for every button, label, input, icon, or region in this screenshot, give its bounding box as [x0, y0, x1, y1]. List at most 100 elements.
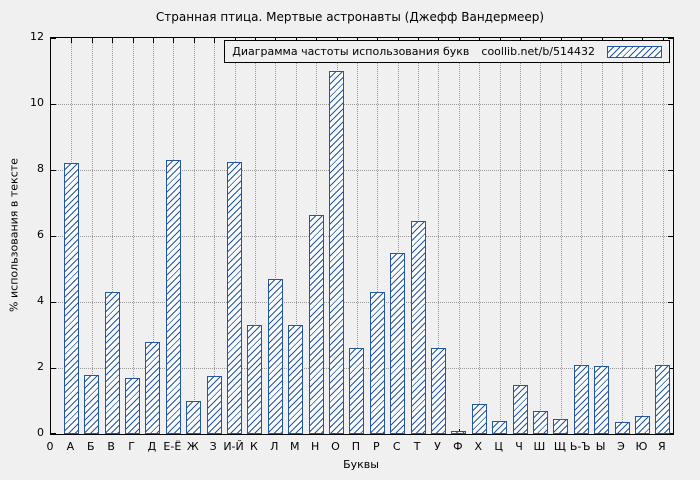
bar-Ш: [532, 410, 548, 434]
bar-П: [349, 348, 365, 434]
y-tick-mark: [51, 104, 56, 105]
bar-Ф: [451, 430, 467, 434]
y-tick-label: 6: [37, 228, 44, 241]
bar-И-Й: [227, 161, 243, 434]
bar-Я: [655, 364, 671, 434]
y-tick-mark: [668, 104, 673, 105]
v-gridline: [560, 38, 562, 434]
v-gridline: [356, 38, 358, 434]
bar-Д: [145, 341, 161, 434]
bar-Щ: [553, 419, 569, 434]
x-tick-label: Д: [147, 440, 157, 453]
y-tick-mark: [51, 236, 56, 237]
v-gridline: [438, 38, 440, 434]
v-gridline: [520, 38, 522, 434]
x-tick-label: П: [351, 440, 361, 453]
v-gridline: [254, 38, 256, 434]
h-gridline: [51, 302, 673, 303]
x-tick-mark: [193, 38, 195, 43]
bar-А: [63, 163, 79, 434]
x-tick-label: А: [66, 440, 75, 453]
v-gridline: [193, 38, 195, 434]
v-gridline: [377, 38, 379, 434]
x-tick-label: Р: [372, 440, 380, 453]
x-tick-label: Т: [413, 440, 421, 453]
bar-М: [288, 325, 304, 434]
v-gridline: [275, 38, 277, 434]
x-tick-label: С: [392, 440, 401, 453]
y-tick-mark: [51, 433, 56, 434]
x-tick-label: В: [107, 440, 115, 453]
y-tick-mark: [51, 368, 56, 369]
x-tick-mark: [152, 38, 154, 43]
bar-З: [206, 376, 222, 434]
v-gridline: [642, 38, 644, 434]
bar-В: [104, 292, 120, 434]
chart-title: Странная птица. Мертвые астронавты (Джеф…: [155, 10, 545, 24]
bar-Б: [84, 374, 100, 434]
v-gridline: [622, 38, 624, 434]
v-gridline: [152, 38, 154, 434]
x-tick-label: Ч: [515, 440, 523, 453]
x-axis-label: Буквы: [343, 458, 379, 471]
bar-Э: [614, 422, 630, 434]
v-gridline: [295, 38, 297, 434]
h-gridline: [51, 104, 673, 105]
bar-Ю: [634, 415, 650, 434]
bar-Р: [369, 292, 385, 434]
y-tick-label: 0: [37, 426, 44, 439]
bar-У: [430, 348, 446, 434]
y-tick-mark: [668, 236, 673, 237]
bar-Ь-Ъ: [573, 364, 589, 434]
x-tick-label: О: [331, 440, 340, 453]
bar-Н: [308, 214, 324, 434]
x-tick-label: У: [434, 440, 441, 453]
y-tick-mark: [668, 302, 673, 303]
bar-О: [329, 71, 344, 434]
x-tick-label: Щ: [553, 440, 566, 453]
v-gridline: [540, 38, 542, 434]
bar-Е-Ё: [165, 160, 181, 434]
legend-source: coollib.net/b/514432: [481, 45, 595, 58]
legend: Диаграмма частоты использования букв coo…: [224, 40, 670, 63]
x-tick-mark: [214, 38, 216, 43]
x-tick-mark: [132, 38, 134, 43]
x-tick-label: К: [250, 440, 258, 453]
bar-Х: [471, 404, 487, 434]
bar-Ы: [594, 366, 610, 434]
h-gridline: [51, 170, 673, 171]
x-tick-label: Ц: [494, 440, 503, 453]
x-tick-label: Ь-Ъ: [569, 440, 591, 453]
plot-area: Диаграмма частоты использования букв coo…: [50, 37, 674, 435]
bar-Ц: [492, 420, 508, 434]
x-tick-mark: [112, 38, 114, 43]
y-tick-mark: [51, 170, 56, 171]
y-tick-mark: [51, 302, 56, 303]
x-tick-label: 0: [46, 440, 54, 453]
x-tick-label: Г: [128, 440, 135, 453]
y-tick-label: 8: [37, 162, 44, 175]
h-gridline: [51, 236, 673, 237]
y-tick-mark: [51, 38, 56, 39]
v-gridline: [214, 38, 216, 434]
bars-group: [51, 38, 673, 434]
y-tick-mark: [668, 170, 673, 171]
v-gridline: [458, 38, 460, 434]
x-tick-label: Я: [657, 440, 666, 453]
v-gridline: [132, 38, 134, 434]
x-tick-label: Б: [87, 440, 95, 453]
v-gridline: [662, 38, 664, 434]
v-gridline: [499, 38, 501, 434]
bar-Ч: [512, 384, 528, 434]
y-tick-label: 10: [30, 96, 44, 109]
legend-label: Диаграмма частоты использования букв: [232, 45, 470, 58]
legend-swatch: [607, 45, 662, 58]
v-gridline: [91, 38, 93, 434]
bar-Л: [267, 278, 283, 434]
y-tick-label: 4: [37, 294, 44, 307]
x-tick-label: Ж: [186, 440, 199, 453]
x-tick-label: Ю: [635, 440, 648, 453]
v-gridline: [601, 38, 603, 434]
y-tick-mark: [668, 433, 673, 434]
v-gridline: [581, 38, 583, 434]
